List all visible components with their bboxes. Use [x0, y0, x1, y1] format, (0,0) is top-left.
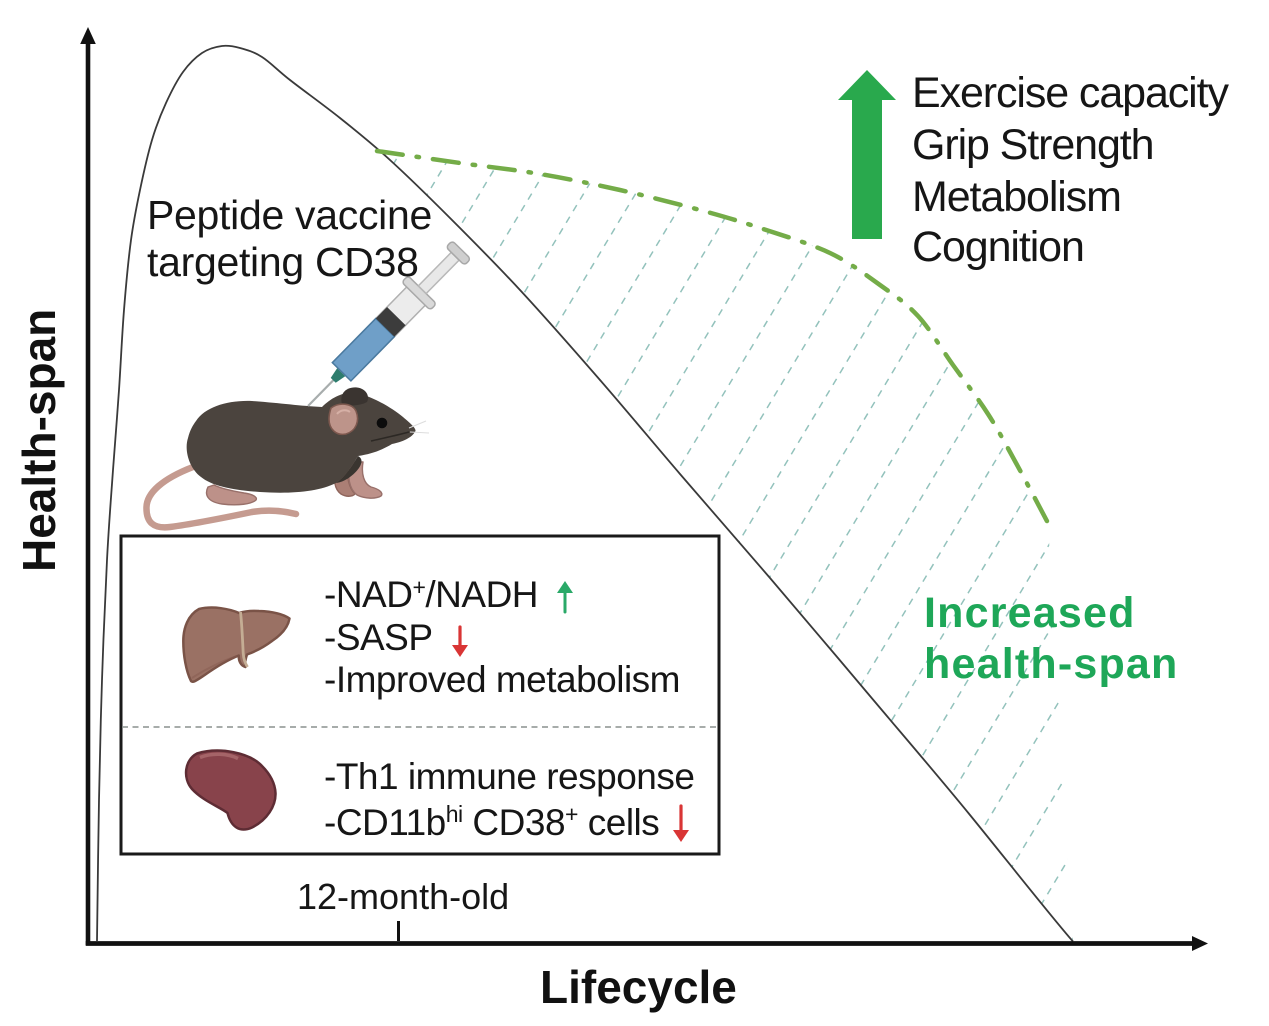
svg-text:-SASP: -SASP	[324, 617, 433, 658]
svg-text:Grip Strength: Grip Strength	[912, 121, 1153, 169]
svg-text:Lifecycle: Lifecycle	[540, 961, 737, 1013]
svg-text:-Improved metabolism: -Improved metabolism	[324, 659, 680, 700]
svg-text:Peptide vaccine: Peptide vaccine	[147, 192, 432, 238]
svg-text:-NAD+/NADH: -NAD+/NADH	[324, 574, 538, 615]
svg-text:Cognition: Cognition	[912, 223, 1084, 271]
svg-text:targeting CD38: targeting CD38	[147, 239, 419, 285]
svg-text:-Th1 immune response: -Th1 immune response	[324, 756, 694, 797]
svg-text:-CD11bhi CD38+ cells: -CD11bhi CD38+ cells	[324, 801, 659, 843]
svg-text:Increased: Increased	[924, 589, 1136, 637]
svg-text:Metabolism: Metabolism	[912, 173, 1121, 221]
svg-text:Health-span: Health-span	[13, 309, 65, 572]
svg-text:health-span: health-span	[924, 640, 1179, 688]
svg-text:12-month-old: 12-month-old	[297, 876, 509, 917]
svg-text:Exercise capacity: Exercise capacity	[912, 69, 1229, 117]
